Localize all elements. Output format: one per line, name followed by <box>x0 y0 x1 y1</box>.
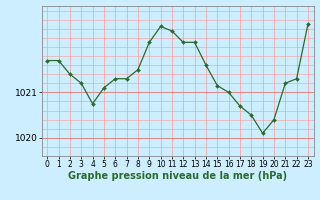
X-axis label: Graphe pression niveau de la mer (hPa): Graphe pression niveau de la mer (hPa) <box>68 171 287 181</box>
